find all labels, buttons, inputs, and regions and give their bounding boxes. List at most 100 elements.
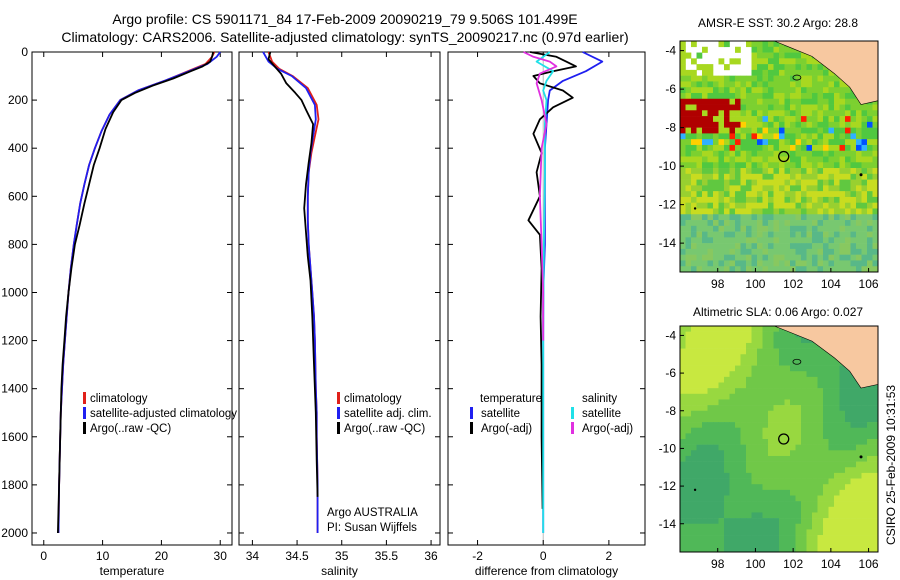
heatmap-cell xyxy=(867,214,873,221)
heatmap-cell xyxy=(795,104,802,111)
heatmap-cell xyxy=(790,439,796,445)
heatmap-cell xyxy=(834,467,840,474)
heatmap-cell xyxy=(718,348,725,355)
heatmap-cell xyxy=(751,58,758,65)
heatmap-cell xyxy=(834,506,840,513)
heatmap-cell xyxy=(768,331,774,338)
heatmap-cell xyxy=(795,506,802,513)
heatmap-cell xyxy=(801,58,807,65)
heatmap-cell xyxy=(817,185,824,192)
heatmap-cell xyxy=(718,489,725,496)
heatmap-cell xyxy=(729,237,736,244)
heatmap-cell xyxy=(724,546,730,553)
heatmap-cell xyxy=(740,196,747,204)
heatmap-cell xyxy=(784,116,791,123)
heatmap-cell xyxy=(729,231,736,238)
heatmap-cell xyxy=(746,168,752,175)
heatmap-cell xyxy=(757,405,763,412)
heatmap-cell xyxy=(729,98,736,105)
heatmap-cell xyxy=(713,546,719,553)
heatmap-cell xyxy=(735,348,741,355)
heatmap-cell xyxy=(806,220,813,227)
heatmap-cell xyxy=(735,162,741,169)
heatmap-cell xyxy=(779,52,785,59)
heatmap-cell xyxy=(861,243,868,250)
heatmap-cell xyxy=(691,127,697,134)
heatmap-cell xyxy=(839,225,846,232)
heatmap-cell xyxy=(691,399,697,406)
heatmap-cell xyxy=(812,450,818,457)
heatmap-cell xyxy=(685,139,692,146)
heatmap-cell xyxy=(757,58,763,65)
heatmap-cell xyxy=(718,535,725,541)
heatmap-cell xyxy=(691,393,697,400)
heatmap-cell xyxy=(768,41,774,48)
y-tick-label: -6 xyxy=(665,82,676,96)
heatmap-cell xyxy=(707,399,714,406)
heatmap-cell xyxy=(691,331,697,338)
heatmap-cell xyxy=(795,489,802,496)
heatmap-cell xyxy=(696,439,703,445)
heatmap-cell xyxy=(850,162,857,169)
heatmap-cell xyxy=(696,133,703,140)
heatmap-cell xyxy=(850,196,857,204)
heatmap-cell xyxy=(713,150,719,157)
heatmap-cell xyxy=(762,248,769,255)
heatmap-cell xyxy=(729,359,736,366)
heatmap-cell xyxy=(779,196,785,204)
heatmap-cell xyxy=(680,185,686,192)
heatmap-cell xyxy=(779,393,785,400)
heatmap-cell xyxy=(751,433,758,440)
heatmap-cell xyxy=(762,535,769,541)
y-tick-label: 2000 xyxy=(1,526,28,540)
heatmap-cell xyxy=(834,243,840,250)
heatmap-cell xyxy=(702,64,708,71)
heatmap-cell xyxy=(773,52,780,59)
heatmap-cell xyxy=(724,162,730,169)
heatmap-cell xyxy=(751,179,758,186)
heatmap-cell xyxy=(707,185,714,192)
heatmap-cell xyxy=(872,208,879,215)
heatmap-cell xyxy=(856,150,862,157)
heatmap-cell xyxy=(685,81,692,88)
heatmap-cell xyxy=(768,326,774,332)
heatmap-cell xyxy=(685,501,692,508)
heatmap-cell xyxy=(740,478,747,485)
heatmap-cell xyxy=(724,444,730,451)
heatmap-cell xyxy=(713,439,719,445)
x-tick-label: 0 xyxy=(40,549,47,563)
heatmap-cell xyxy=(757,202,763,209)
heatmap-cell xyxy=(691,266,697,273)
heatmap-cell xyxy=(751,467,758,474)
heatmap-cell xyxy=(845,196,851,204)
heatmap-cell xyxy=(845,472,851,479)
heatmap-cell xyxy=(762,121,769,128)
heatmap-cell xyxy=(713,179,719,186)
heatmap-cell xyxy=(718,260,725,267)
heatmap-cell xyxy=(834,162,840,169)
heatmap-cell xyxy=(735,467,741,474)
heatmap-cell xyxy=(724,461,730,468)
heatmap-cell xyxy=(834,518,840,525)
heatmap-cell xyxy=(735,208,741,215)
heatmap-cell xyxy=(724,248,730,255)
heatmap-cell xyxy=(751,455,758,462)
heatmap-cell xyxy=(867,121,873,128)
heatmap-cell xyxy=(845,484,851,491)
heatmap-cell xyxy=(812,64,818,71)
heatmap-cell xyxy=(828,478,835,485)
heatmap-cell xyxy=(740,220,747,227)
heatmap-cell xyxy=(685,461,692,468)
heatmap-cell xyxy=(746,523,752,530)
heatmap-cell xyxy=(680,422,686,428)
heatmap-cell xyxy=(839,168,846,175)
heatmap-cell xyxy=(850,484,857,491)
heatmap-cell xyxy=(702,376,708,383)
heatmap-cell xyxy=(817,231,824,238)
heatmap-cell xyxy=(757,484,763,491)
heatmap-cell xyxy=(768,359,774,366)
heatmap-cell xyxy=(702,337,708,344)
heatmap-cell xyxy=(757,75,763,82)
heatmap-cell xyxy=(795,266,802,273)
heatmap-cell xyxy=(718,87,725,94)
